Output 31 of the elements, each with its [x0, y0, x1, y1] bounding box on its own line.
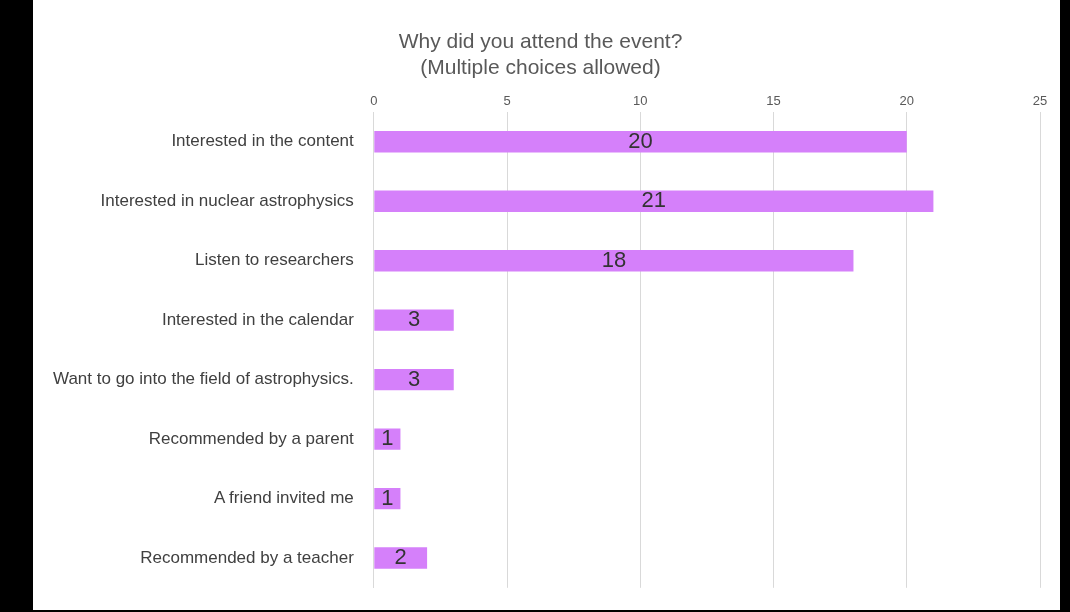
bar: [374, 309, 454, 331]
bar: [374, 190, 934, 212]
data-label: 18: [601, 246, 627, 272]
data-label: 1: [381, 425, 394, 451]
y-tick-label: Interested in the content: [171, 131, 355, 151]
y-tick-label: Interested in nuclear astrophysics: [100, 190, 354, 210]
bar: [374, 249, 854, 272]
data-label: 3: [407, 365, 421, 391]
data-label: 1: [381, 484, 394, 510]
y-tick-label: Want to go into the field of astrophysics.: [52, 369, 354, 389]
y-tick-label: Recommended by a teacher: [140, 547, 355, 567]
y-tick-label: Recommended by a parent: [148, 428, 355, 448]
bar: [374, 368, 454, 391]
bar: [374, 428, 401, 450]
x-tick-label: 15: [766, 92, 781, 108]
y-tick-label: Interested in the calendar: [161, 309, 355, 329]
x-tick-label: 10: [633, 92, 648, 108]
x-tick-label: 0: [370, 92, 378, 108]
data-label: 21: [641, 187, 667, 213]
bar: [374, 547, 428, 569]
data-label: 20: [628, 127, 653, 153]
bar: [374, 131, 907, 153]
y-tick-label: A friend invited me: [213, 488, 354, 508]
chart-subtitle: (Multiple choices allowed): [420, 54, 661, 78]
y-tick-label: Listen to researchers: [195, 250, 354, 270]
x-tick-label: 20: [899, 92, 914, 108]
data-label: 2: [394, 544, 407, 570]
x-tick-label: 5: [503, 92, 511, 108]
chart-title: Why did you attend the event?: [398, 29, 683, 53]
data-label: 3: [407, 306, 421, 332]
x-tick-label: 25: [1032, 92, 1048, 108]
